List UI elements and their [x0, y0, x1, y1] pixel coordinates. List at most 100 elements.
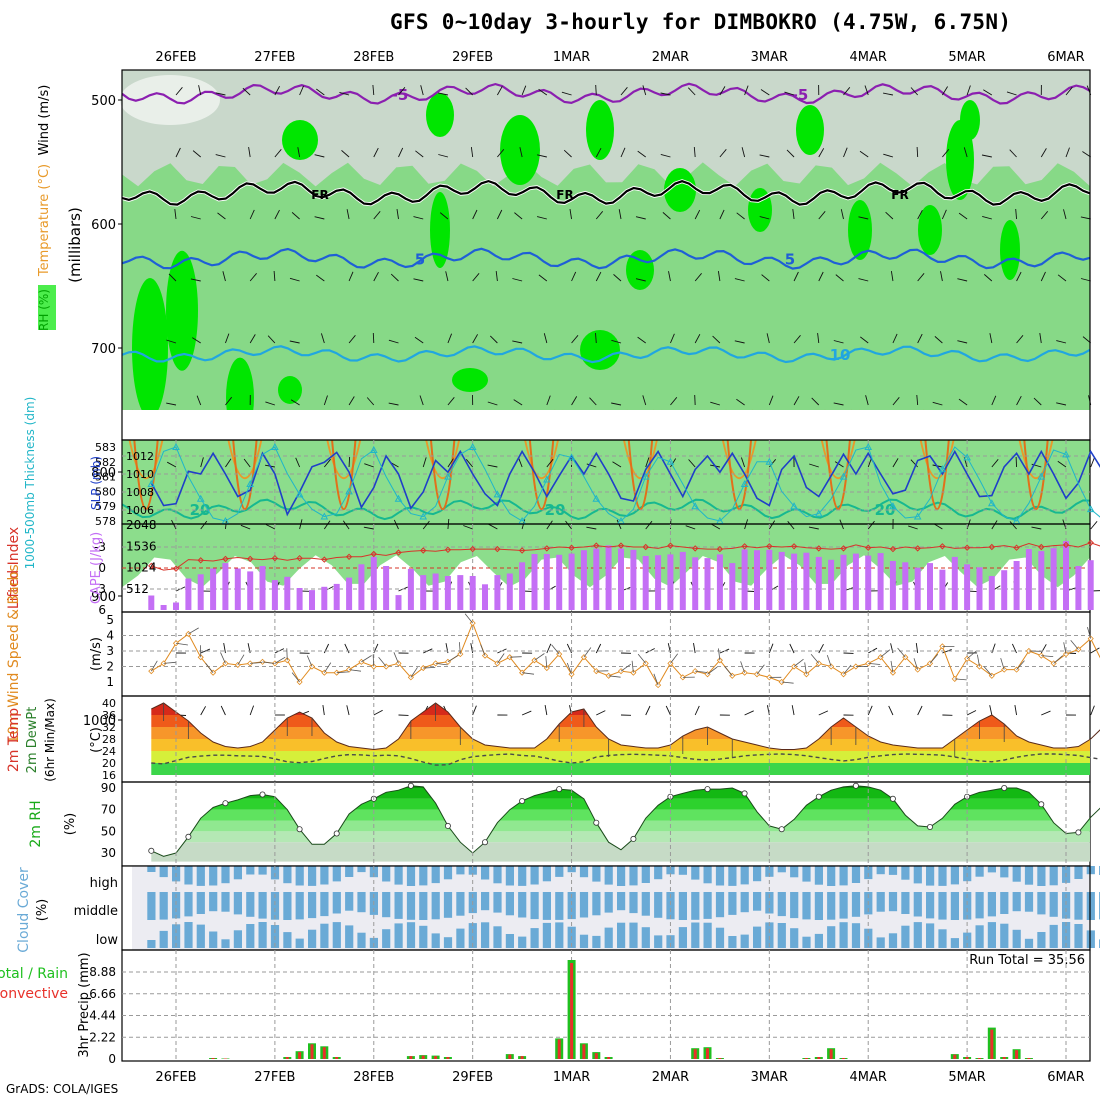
- cape-bar: [383, 566, 390, 610]
- cloud-cell-high: [505, 866, 514, 886]
- cloud-cell-middle: [1086, 892, 1095, 920]
- date-label-bottom: 3MAR: [751, 1070, 788, 1085]
- rh2m-band: [151, 798, 1090, 810]
- cloud-cell-high: [394, 866, 403, 885]
- cloud-cell-middle: [233, 892, 242, 915]
- wind-barb: [480, 644, 486, 656]
- lifted-index-marker: [642, 543, 649, 551]
- date-label-bottom: 27FEB: [254, 1070, 295, 1085]
- cloud-cell-low: [938, 929, 947, 948]
- cape-bar: [754, 550, 760, 610]
- wind-barb: [804, 662, 807, 675]
- precip-tick-label: 2.22: [89, 1030, 116, 1044]
- cape-bar: [1013, 561, 1020, 610]
- wind-barb: [435, 663, 448, 666]
- cloud-cell-low: [369, 937, 378, 948]
- slp-tick-label: 1012: [126, 450, 154, 463]
- isotherm-label: -5: [392, 86, 409, 104]
- cloud-cell-low: [209, 931, 218, 948]
- cloud-cell-high: [864, 866, 873, 880]
- cloud-cell-high: [258, 866, 267, 875]
- cape-bar: [927, 563, 933, 610]
- wind-grid: [175, 612, 1067, 696]
- cape-bar: [173, 602, 179, 610]
- pressure-tick-label: 1000: [83, 714, 116, 729]
- thickness-marker: [864, 442, 873, 450]
- date-label-top: 5MAR: [948, 50, 985, 65]
- temp-axis-label: 2m Temp: [6, 708, 22, 772]
- date-label-top: 3MAR: [751, 50, 788, 65]
- wind-barb: [534, 653, 545, 661]
- cloud-cell-high: [691, 866, 700, 880]
- cape-bar: [778, 551, 785, 610]
- rh2m-marker: [815, 793, 822, 800]
- cloud-cell-low: [604, 927, 613, 948]
- cape-bar: [729, 563, 736, 610]
- temp-band: [151, 763, 1090, 775]
- date-label-bottom: 2MAR: [652, 1070, 689, 1085]
- wind-barb: [718, 648, 721, 661]
- thickness-marker: [666, 457, 675, 465]
- cloud-cell-middle: [345, 892, 354, 911]
- cloud-cell-middle: [926, 892, 935, 919]
- thickness-line: [150, 446, 1100, 522]
- cloud-cell-high: [617, 866, 626, 886]
- thickness-marker: [1037, 472, 1046, 480]
- wind-barb: [566, 662, 572, 675]
- wind-barb: [1063, 642, 1067, 655]
- cloud-cell-low: [913, 922, 922, 948]
- cloud-cell-low: [233, 930, 242, 948]
- cloud-cell-low: [777, 923, 786, 948]
- cloud-cell-high: [740, 866, 749, 885]
- cape-tick-label: 2048: [126, 518, 157, 532]
- cloud-cell-low: [530, 928, 539, 948]
- lifted-index-marker: [197, 557, 204, 564]
- rh-saturated-blob: [278, 376, 302, 404]
- wind-barb: [423, 667, 436, 669]
- lifted-index-marker: [939, 543, 946, 550]
- precip-convective-bar: [446, 1057, 450, 1059]
- lifted-index-marker: [395, 549, 402, 556]
- cape-bar: [988, 576, 995, 610]
- thickness-marker: [345, 487, 353, 495]
- cloud-axis-label: Cloud Cover: [16, 867, 32, 953]
- wind-barb: [336, 671, 349, 674]
- date-label-bottom: 26FEB: [155, 1070, 196, 1085]
- precip-convective-bar: [829, 1049, 833, 1059]
- rh2m-marker: [481, 839, 488, 846]
- cloud-cell-low: [283, 932, 292, 948]
- cloud-cell-high: [221, 866, 230, 884]
- wind-barb: [583, 647, 592, 658]
- cloud-cell-low: [357, 932, 366, 948]
- cloud-cell-low: [221, 939, 230, 948]
- isotherm-line: [121, 247, 1091, 270]
- precip-convective-bar: [693, 1049, 697, 1059]
- cloud-cell-middle: [196, 892, 205, 914]
- lifted-index-marker: [963, 544, 971, 551]
- rh-saturated-blob: [426, 93, 454, 137]
- wind-barb: [291, 672, 300, 683]
- rh-saturated-blob: [960, 100, 980, 140]
- date-label-top: 1MAR: [553, 50, 590, 65]
- cloud-cell-low: [1074, 924, 1083, 948]
- lifted-index-marker: [691, 545, 699, 552]
- rh-saturated-blob: [580, 330, 620, 370]
- lifted-index-marker: [246, 555, 254, 563]
- wind-speed-marker: [568, 671, 575, 678]
- cloud-cell-high: [1086, 866, 1095, 875]
- cape-bar: [358, 564, 365, 610]
- cloud-cell-low: [753, 926, 762, 948]
- wind-barb: [464, 613, 473, 624]
- cape-bar: [568, 553, 575, 610]
- wind-barb: [551, 644, 560, 655]
- rh2m-tick-label: 50: [101, 824, 116, 838]
- cape-bar: [1075, 566, 1082, 610]
- cloud-cell-low: [1037, 932, 1046, 948]
- cape-bar: [222, 563, 229, 610]
- cloud-cell-middle: [654, 892, 663, 918]
- cloud-cell-middle: [1000, 892, 1009, 914]
- cape-bar: [791, 553, 798, 610]
- pressure-tick-label: 500: [91, 94, 116, 109]
- cloud-cell-middle: [740, 892, 749, 913]
- wind-barb: [608, 675, 621, 678]
